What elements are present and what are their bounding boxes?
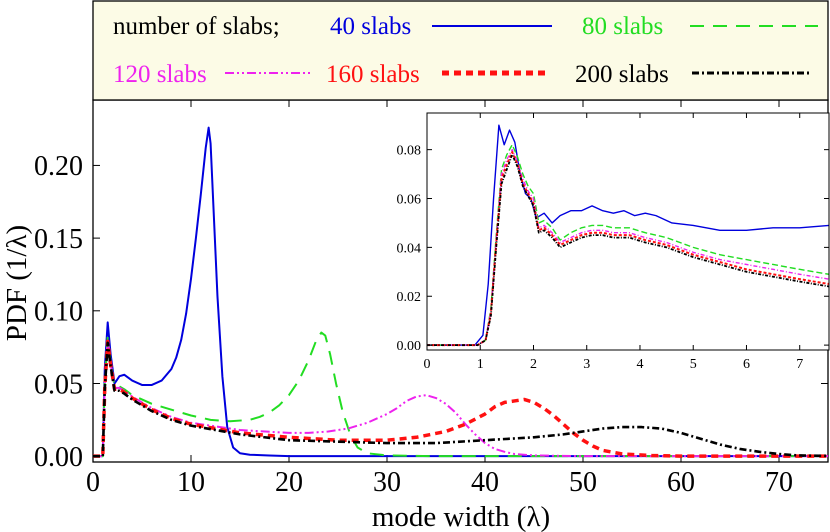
main-x-tick-label: 40 (471, 467, 499, 498)
main-x-tick-label: 50 (569, 467, 597, 498)
main-series-80-slabs (93, 331, 828, 458)
legend-label-160-slabs: 160 slabs (326, 61, 420, 88)
main-series-120-slabs (93, 338, 828, 458)
inset-x-tick-label: 7 (796, 357, 803, 372)
main-y-tick-label: 0.05 (34, 369, 83, 400)
main-series-200-slabs (93, 341, 828, 458)
legend: number of slabs; 40 slabs 80 slabs 120 s… (92, 0, 829, 101)
main-y-tick-label: 0.20 (34, 151, 83, 182)
inset-y-tick-label: 0.00 (397, 339, 422, 354)
inset-x-tick-label: 6 (743, 357, 750, 372)
inset-series-200-slabs (427, 153, 829, 347)
legend-label-120-slabs: 120 slabs (113, 61, 207, 88)
legend-title: number of slabs; (113, 13, 280, 40)
inset-y-tick-label: 0.08 (397, 144, 422, 159)
main-x-tick-label: 70 (765, 467, 793, 498)
main-x-tick-label: 0 (86, 467, 100, 498)
inset-x-tick-label: 2 (530, 357, 537, 372)
inset-x-tick-label: 3 (583, 357, 590, 372)
inset-plot: 0.00 0.02 0.04 0.06 0.08 0 1 2 3 4 5 6 7 (397, 112, 830, 372)
main-x-tick-label: 20 (275, 467, 303, 498)
main-x-tick-label: 30 (373, 467, 401, 498)
inset-series-40-slabs (427, 124, 829, 346)
main-series-40-slabs (93, 126, 828, 458)
main-x-tick-label: 60 (667, 467, 695, 498)
inset-x-tick-label: 4 (636, 357, 643, 372)
inset-y-tick-label: 0.02 (397, 290, 422, 305)
main-y-axis-ticks: 0.00 0.05 0.10 0.15 0.20 (34, 151, 828, 473)
inset-x-axis-ticks: 0 1 2 3 4 5 6 7 (424, 113, 803, 372)
legend-box (92, 0, 829, 101)
inset-plot-frame (426, 112, 830, 351)
main-x-tick-label: 10 (177, 467, 205, 498)
main-y-tick-label: 0.00 (34, 442, 83, 473)
inset-y-axis-ticks: 0.00 0.02 0.04 0.06 0.08 (397, 144, 829, 354)
legend-label-40-slabs: 40 slabs (330, 13, 411, 40)
inset-x-tick-label: 0 (424, 357, 431, 372)
y-axis-label: PDF (1/λ) (1, 225, 33, 341)
inset-x-tick-label: 5 (690, 357, 697, 372)
inset-series-group (427, 124, 829, 347)
main-x-axis-ticks: 0 10 20 30 40 50 60 70 (86, 100, 793, 498)
inset-plot-background (427, 113, 829, 350)
inset-series-120-slabs (427, 148, 829, 346)
x-axis-label: mode width (λ) (372, 501, 550, 532)
legend-label-200-slabs: 200 slabs (575, 61, 669, 88)
inset-x-tick-label: 1 (477, 357, 484, 372)
inset-y-tick-label: 0.06 (397, 192, 422, 207)
main-series-160-slabs (93, 339, 828, 458)
inset-y-tick-label: 0.04 (397, 241, 422, 256)
main-series-group (93, 126, 828, 458)
main-y-tick-label: 0.10 (34, 297, 83, 328)
legend-label-80-slabs: 80 slabs (582, 13, 663, 40)
main-y-tick-label: 0.15 (34, 224, 83, 255)
